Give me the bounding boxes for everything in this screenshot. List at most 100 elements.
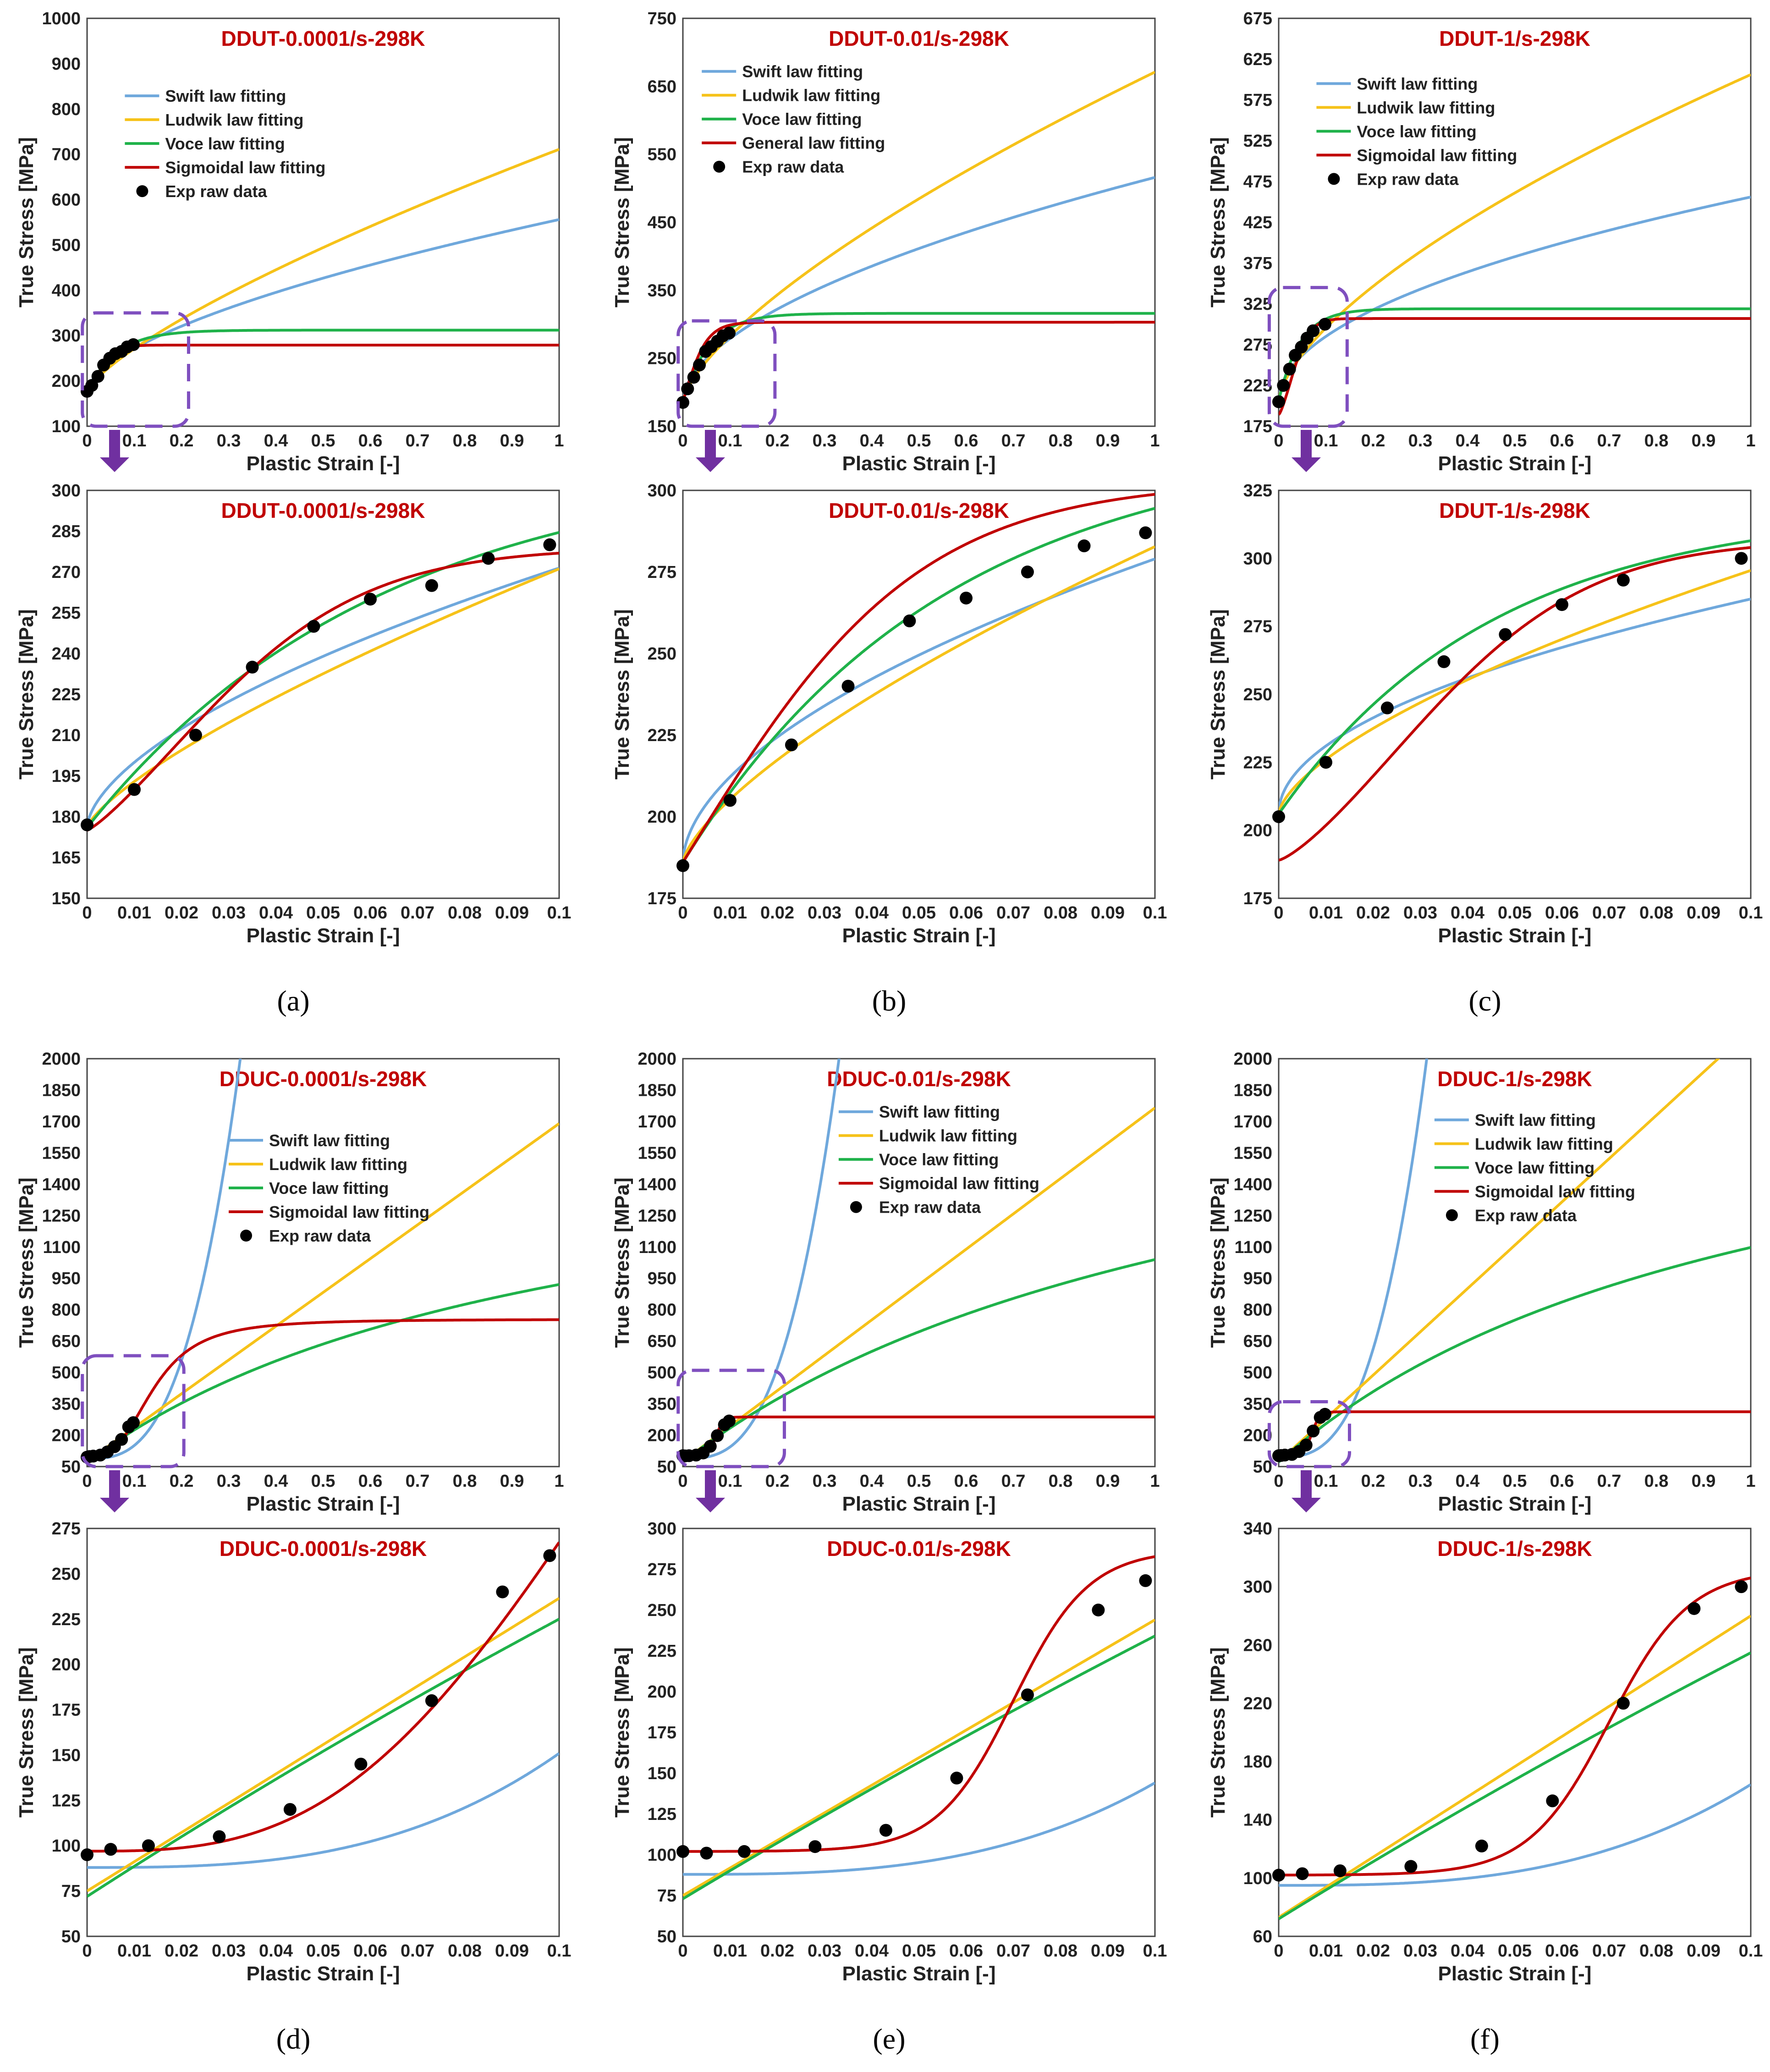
x-tick-label: 0.05 [306,1941,340,1961]
exp-data-point [283,1803,297,1816]
zoom-arrow-icon [100,430,129,472]
exp-data-point [354,1758,368,1771]
legend-label: Ludwik law fitting [742,86,880,105]
y-tick-label: 200 [648,1426,676,1445]
y-tick-label: 140 [1243,1811,1272,1830]
y-tick-label: 650 [1243,1332,1272,1351]
x-tick-label: 0.1 [1739,1941,1763,1961]
y-tick-label: 75 [61,1882,81,1901]
x-tick-label: 0.01 [117,903,151,923]
legend-label: Sigmoidal law fitting [879,1174,1039,1193]
fourth-curve [683,1555,1155,1853]
x-tick-label: 0.2 [170,1472,194,1491]
y-tick-label: 225 [52,1610,81,1629]
ludwik-curve [1279,569,1751,814]
exp-data-point [307,620,320,633]
exp-data-point [1318,318,1331,331]
x-tick-label: 0.2 [765,431,790,451]
y-tick-label: 300 [52,326,81,346]
x-tick-label: 0.7 [406,1472,430,1491]
subfigure-caption: (f) [1470,2023,1500,2055]
exp-data-point [1616,1697,1630,1710]
y-tick-label: 175 [52,1701,81,1720]
y-tick-label: 200 [1243,821,1272,841]
legend: Swift law fitting Ludwik law fitting Voce … [125,87,325,201]
y-tick-label: 500 [52,236,81,255]
exp-data-point [213,1830,226,1843]
chart-panel-9: 0 0.1 0.2 0.3 0.4 0.5 0.6 0.7 0.8 0.9 1 50 200 350 500… [1207,1050,1756,1515]
swift-curve [683,1059,841,1460]
legend-label: Sigmoidal law fitting [269,1203,429,1221]
chart-title: DDUC-0.01/s-298K [827,1537,1011,1561]
y-tick-label: 350 [648,281,676,300]
y-tick-label: 1400 [42,1175,81,1194]
y-tick-label: 575 [1243,91,1272,110]
x-tick-label: 0.5 [311,1472,335,1491]
y-tick-label: 650 [52,1332,81,1351]
y-tick-label: 1250 [1233,1206,1272,1226]
x-tick-label: 0.03 [808,903,841,923]
x-tick-label: 0.7 [1597,1472,1622,1491]
y-tick-label: 2000 [638,1050,676,1069]
exp-data-point [737,1845,751,1858]
chart-title: DDUT-0.0001/s-298K [221,499,425,522]
y-axis-label: True Stress [MPa] [611,1647,633,1818]
y-tick-label: 1550 [638,1143,676,1163]
exp-data-point [126,338,140,351]
ludwik-curve [87,567,559,828]
chart-title: DDUC-1/s-298K [1437,1067,1592,1091]
y-tick-label: 625 [1243,50,1272,69]
x-tick-label: 0.09 [495,903,529,923]
x-tick-label: 0 [678,431,687,451]
y-tick-label: 275 [648,1560,676,1579]
x-tick-label: 0.03 [212,903,246,923]
y-tick-label: 1700 [638,1112,676,1132]
x-tick-label: 0.6 [954,431,978,451]
x-tick-label: 0.1 [1314,1472,1338,1491]
subfigure-caption: (d) [276,2023,311,2055]
legend-marker [240,1230,252,1242]
x-tick-label: 0.6 [1550,1472,1574,1491]
chart-panel-7: 0 0.1 0.2 0.3 0.4 0.5 0.6 0.7 0.8 0.9 1 50 200 350 500… [15,1050,564,1515]
plot-area [86,1058,560,1467]
legend-label: Voce law fitting [165,134,285,153]
x-tick-label: 0.1 [1143,1941,1167,1961]
legend-label: Ludwik law fitting [1475,1135,1613,1154]
y-tick-label: 400 [52,281,81,300]
plot-area [86,1528,560,1937]
x-tick-label: 0.05 [1498,1941,1532,1961]
exp-data-point [700,1847,713,1860]
y-tick-label: 200 [1243,1426,1272,1445]
x-tick-label: 0 [82,431,92,451]
exp-data-point [950,1771,963,1785]
y-tick-label: 700 [52,145,81,165]
legend-label: Swift law fitting [1475,1111,1596,1130]
exp-data-point [676,859,689,872]
x-tick-label: 0.01 [1309,1941,1343,1961]
zoom-arrow-icon [696,1470,725,1512]
chart-title: DDUC-0.01/s-298K [827,1067,1011,1091]
y-axis-label: True Stress [MPa] [611,1177,633,1348]
legend-label: Voce law fitting [742,110,862,129]
exp-data-point [104,1843,117,1856]
y-tick-label: 800 [1243,1301,1272,1320]
legend-label: Sigmoidal law fitting [1475,1182,1635,1201]
zoom-region-box [81,311,190,428]
exp-data-point [189,729,202,742]
x-tick-label: 0.9 [1096,1472,1120,1491]
y-tick-label: 300 [52,481,81,500]
exp-data-point [1404,1860,1418,1873]
exp-data-point [704,1440,717,1453]
y-tick-label: 250 [52,1565,81,1584]
exp-data-point [425,579,438,592]
plot-area [86,17,560,427]
exp-data-point [543,538,556,551]
legend: Swift law fitting Ludwik law fitting Voce … [1316,74,1517,188]
x-tick-label: 0.08 [1044,1941,1077,1961]
y-axis-label: True Stress [MPa] [15,1647,38,1818]
fourth-curve [1279,546,1751,862]
y-tick-label: 100 [52,1836,81,1856]
exp-data-point [1277,379,1290,392]
x-tick-label: 0.05 [902,903,936,923]
legend-label: Exp raw data [879,1198,981,1217]
